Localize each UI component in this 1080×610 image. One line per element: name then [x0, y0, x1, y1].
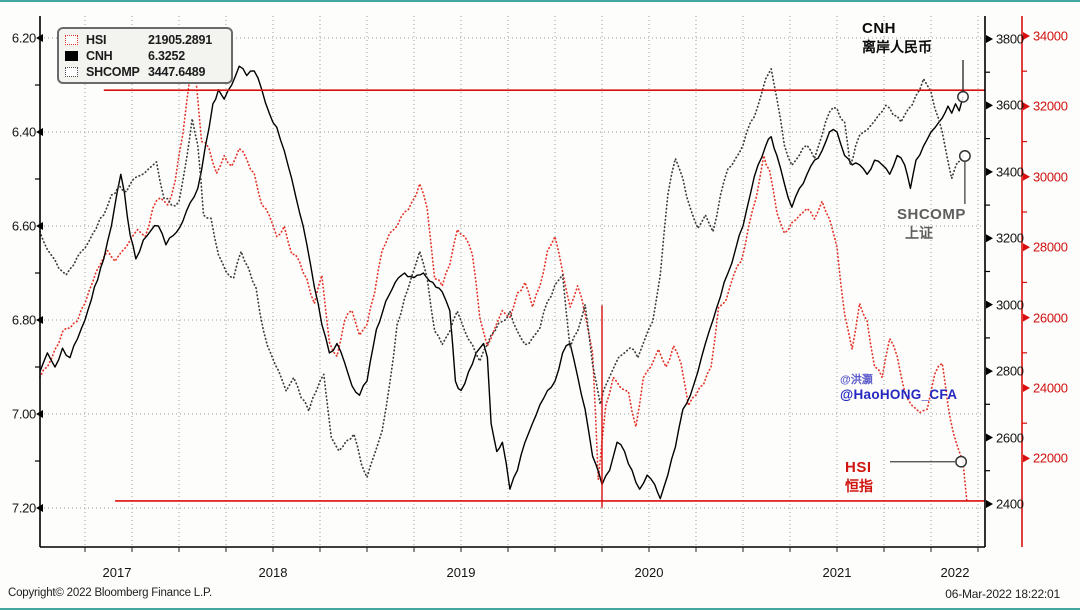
legend-label-shcomp: SHCOMP [86, 65, 140, 79]
legend-value-hsi: 21905.2891 [148, 33, 213, 47]
watermark-twitter-handle: @HaoHONG_CFA [840, 387, 958, 402]
axis-tick-label: 6.80 [11, 312, 36, 328]
x-axis-year-label: 2021 [822, 565, 852, 580]
timestamp-text: 06-Mar-2022 18:22:01 [945, 587, 1060, 601]
axis-tick-label: 3200 [996, 230, 1024, 246]
x-axis-year-label: 2020 [634, 565, 664, 580]
legend-value-cnh: 6.3252 [148, 49, 186, 63]
legend-value-shcomp: 3447.6489 [148, 65, 206, 79]
axis-tick-label: 22000 [1033, 450, 1068, 466]
axis-tick-label: 34000 [1033, 28, 1068, 44]
cnh-series-swatch-icon [65, 51, 78, 61]
cnh-last-price-marker [957, 90, 969, 103]
chart-legend: HSI 21905.2891 CNH 6.3252 SHCOMP 3447.64… [57, 27, 233, 84]
cnh-annotation-subtitle: 离岸人民币 [862, 38, 932, 55]
author-watermark: @洪灝 @HaoHONG_CFA [840, 371, 957, 402]
cnh-annotation: CNH 离岸人民币 [862, 20, 932, 56]
x-axis-year-label: 2019 [446, 565, 476, 580]
axis-tick-label: 6.60 [11, 218, 36, 234]
axis-tick-label: 2400 [996, 496, 1024, 512]
x-axis-year-label: 2022 [940, 565, 970, 580]
axis-tick-label: 28000 [1033, 239, 1068, 255]
legend-label-hsi: HSI [86, 33, 107, 47]
axis-tick-label: 3400 [996, 164, 1024, 180]
axis-tick-label: 30000 [1033, 169, 1068, 185]
shcomp-annotation: SHCOMP 上证 [897, 206, 966, 242]
watermark-chinese-handle: @洪灝 [840, 374, 873, 386]
hsi-annotation-subtitle: 恒指 [845, 477, 873, 494]
x-axis-year-label: 2018 [258, 565, 288, 580]
axis-tick-label: 3000 [996, 297, 1024, 313]
legend-row-cnh: CNH 6.3252 [65, 48, 225, 64]
axis-tick-label: 26000 [1033, 310, 1068, 326]
shcomp-annotation-subtitle: 上证 [905, 224, 933, 241]
axis-tick-label: 6.40 [11, 124, 36, 140]
x-axis-year-label: 2017 [102, 565, 132, 580]
shcomp-last-price-marker [958, 150, 971, 162]
axis-tick-label: 6.20 [11, 30, 36, 46]
legend-label-cnh: CNH [86, 49, 113, 63]
hsi-last-price-marker [955, 455, 968, 468]
axis-tick-label: 32000 [1033, 98, 1068, 114]
axis-tick-label: 7.00 [11, 406, 36, 422]
series-shcomp-line [39, 68, 964, 479]
hsi-series-swatch-icon [65, 35, 78, 45]
axis-tick-label: 3600 [996, 97, 1024, 113]
hsi-annotation-title: HSI [845, 459, 872, 476]
axis-tick-label: 7.20 [11, 500, 36, 516]
axis-tick-label: 24000 [1033, 380, 1068, 396]
axis-tick-label: 2800 [996, 363, 1024, 379]
cnh-annotation-title: CNH [862, 20, 896, 37]
axis-tick-label: 2600 [996, 430, 1024, 446]
legend-row-hsi: HSI 21905.2891 [65, 32, 225, 48]
series-cnh-line [39, 65, 964, 500]
copyright-text: Copyright© 2022 Bloomberg Finance L.P. [8, 587, 212, 599]
legend-row-shcomp: SHCOMP 3447.6489 [65, 64, 225, 80]
shcomp-annotation-title: SHCOMP [897, 206, 966, 223]
hsi-annotation: HSI 恒指 [845, 459, 873, 495]
shcomp-series-swatch-icon [65, 67, 78, 77]
axis-tick-label: 3800 [996, 31, 1024, 47]
